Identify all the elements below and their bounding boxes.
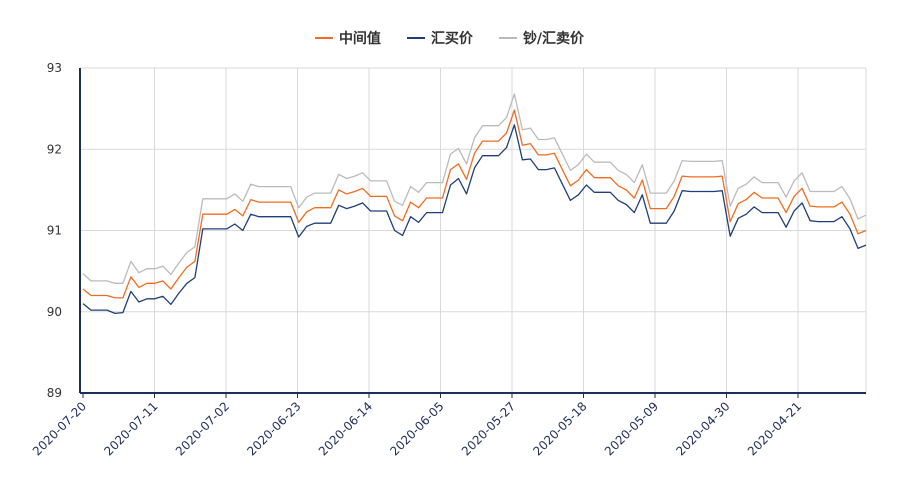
x-tick-label: 2020-07-11 xyxy=(101,399,160,458)
legend-item-buy[interactable]: 汇买价 xyxy=(406,28,473,48)
y-tick-label: 91 xyxy=(47,224,62,238)
legend-item-mid[interactable]: 中间值 xyxy=(314,28,381,48)
y-tick-label: 93 xyxy=(47,61,62,75)
x-tick-label: 2020-07-20 xyxy=(30,399,89,458)
y-tick-label: 89 xyxy=(47,386,62,400)
legend-label-mid: 中间值 xyxy=(338,31,381,47)
y-tick-label: 92 xyxy=(47,142,62,156)
series-line-sell xyxy=(82,93,867,284)
series-line-buy xyxy=(82,124,867,315)
x-tick-label: 2020-05-09 xyxy=(602,399,661,458)
x-tick-label: 2020-06-14 xyxy=(316,399,375,458)
x-tick-label: 2020-05-18 xyxy=(530,399,589,458)
x-tick-label: 2020-05-27 xyxy=(459,399,518,458)
legend: 中间值 汇买价 钞/汇卖价 xyxy=(0,28,899,48)
x-tick-label: 2020-06-05 xyxy=(387,399,446,458)
x-tick-label: 2020-04-21 xyxy=(745,399,804,458)
legend-swatch-mid xyxy=(314,37,333,39)
legend-item-sell[interactable]: 钞/汇卖价 xyxy=(498,28,585,48)
series-line-mid xyxy=(82,109,867,299)
x-tick-label: 2020-07-02 xyxy=(173,399,232,458)
legend-label-sell: 钞/汇卖价 xyxy=(522,31,585,47)
x-tick-label: 2020-06-23 xyxy=(244,399,303,458)
x-tick-label: 2020-04-30 xyxy=(673,399,732,458)
legend-label-buy: 汇买价 xyxy=(430,31,473,47)
y-tick-label: 90 xyxy=(47,305,62,319)
legend-swatch-buy xyxy=(406,37,425,39)
legend-swatch-sell xyxy=(498,37,517,39)
